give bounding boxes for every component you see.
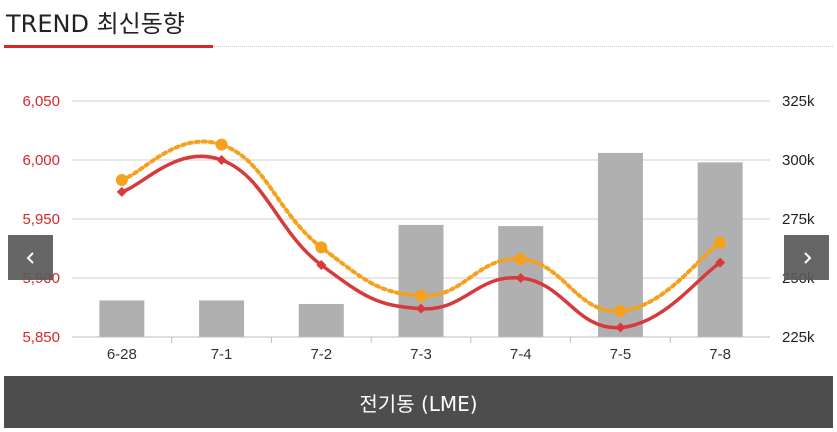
solid-series-point: [216, 155, 227, 165]
solid-series-point: [615, 322, 626, 333]
title-underline: [4, 45, 213, 48]
x-tick-label: 7-1: [211, 346, 233, 363]
solid-series-point: [515, 273, 526, 283]
dotted-series-point: [714, 236, 727, 249]
dotted-series-point: [614, 305, 627, 318]
volume-bar: [398, 224, 444, 337]
x-tick-label: 7-3: [410, 346, 432, 363]
trend-chart: 5,850225k5,900250k5,950275k6,000300k6,05…: [22, 93, 815, 363]
y-left-tick-label: 5,950: [22, 211, 60, 228]
solid-series-point: [116, 186, 127, 197]
x-tick-label: 7-5: [610, 346, 632, 363]
volume-bar: [99, 300, 145, 337]
dotted-series-point: [514, 253, 527, 266]
x-tick-label: 7-8: [709, 346, 731, 363]
dotted-series-point: [315, 241, 328, 254]
chevron-right-icon: [803, 251, 811, 264]
chevron-left-icon: [26, 251, 34, 264]
solid-series-point: [316, 260, 327, 271]
y-right-tick-label: 300k: [782, 152, 815, 169]
solid-series-point: [416, 303, 426, 314]
page-title: TREND 최신동향: [6, 10, 185, 38]
y-left-tick-label: 6,050: [22, 93, 60, 110]
y-right-tick-label: 325k: [782, 93, 815, 110]
x-tick-label: 6-28: [107, 346, 137, 363]
dotted-series-point: [215, 138, 228, 151]
commodity-label: 전기동 (LME): [359, 391, 478, 416]
dotted-series-point: [115, 174, 128, 187]
chart-axes: 5,850225k5,900250k5,950275k6,000300k6,05…: [22, 93, 815, 363]
y-right-tick-label: 225k: [782, 329, 815, 346]
next-button[interactable]: [784, 235, 829, 280]
volume-bar: [298, 303, 344, 337]
prev-button[interactable]: [8, 235, 53, 280]
volume-bar: [697, 162, 743, 337]
price-lines: [115, 138, 727, 333]
y-left-tick-label: 6,000: [22, 152, 60, 169]
title-divider: [213, 46, 833, 47]
y-right-tick-label: 275k: [782, 211, 815, 228]
x-tick-label: 7-2: [310, 346, 332, 363]
commodity-footer: 전기동 (LME): [4, 376, 833, 428]
x-tick-label: 7-4: [510, 346, 532, 363]
y-left-tick-label: 5,850: [22, 329, 60, 346]
dotted-series-point: [415, 289, 427, 302]
volume-bar: [199, 300, 245, 337]
solid-series-point: [715, 257, 726, 268]
